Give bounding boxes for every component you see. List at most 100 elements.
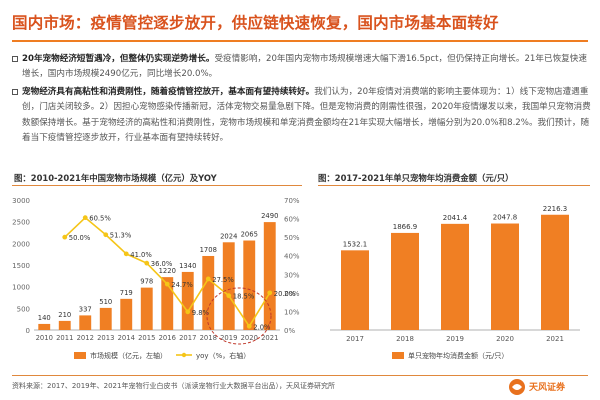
- per-pet-spend-chart-title: 图：2017-2021年单只宠物年均消费金额（元/只）: [318, 173, 514, 183]
- logo-text: 天风证券: [529, 383, 566, 393]
- x-tick-label: 2012: [77, 334, 94, 342]
- bar: [120, 298, 133, 330]
- yoy-value-label: 9.8%: [192, 309, 210, 317]
- bar-value-label: 1708: [200, 246, 217, 254]
- x-tick-label: 2018: [396, 335, 414, 343]
- yoy-value-label: 60.5%: [89, 215, 111, 223]
- x-tick-label: 2020: [496, 335, 514, 343]
- source-note: 资料来源：2017、2019年、2021年宠物行业白皮书（派读宠物行业大数据平台…: [12, 382, 335, 390]
- market-size-chart-title: 图：2010-2021年中国宠物市场规模（亿元）及YOY: [14, 173, 217, 183]
- bar-value-label: 140: [38, 314, 51, 322]
- x-tick-label: 2018: [200, 334, 217, 342]
- bullet-item: 20年宠物经济短暂遇冷，但整体仍实现逆势增长。受疫情影响，20年国内宠物市场规模…: [12, 52, 592, 83]
- bullet-item: 宠物经济具有高粘性和消费刚性，随着疫情管控放开，基本面有望持续转好。我们认为，2…: [12, 85, 592, 147]
- bar-value-label: 719: [120, 289, 133, 297]
- logo-mark-icon: [509, 379, 525, 395]
- y-right-tick-label: 0%: [284, 327, 295, 335]
- x-tick-label: 2010: [36, 334, 53, 342]
- summary-bullets: 20年宠物经济短暂遇冷，但整体仍实现逆势增长。受疫情影响，20年国内宠物市场规模…: [12, 52, 592, 148]
- legend-line-label: yoy（%，右轴）: [196, 351, 250, 360]
- page-title: 国内市场：疫情管控逐步放开，供应链快速恢复，国内市场基本面转好: [12, 14, 499, 32]
- x-tick-label: 2021: [546, 335, 564, 343]
- header-divider: [12, 40, 588, 42]
- yoy-value-label: 41.0%: [130, 251, 152, 259]
- bar: [491, 223, 519, 330]
- yoy-value-label: 2.0%: [253, 323, 271, 331]
- legend-bar-swatch: [392, 352, 404, 359]
- market-size-chart-title-rule: [12, 185, 302, 186]
- checkbox-bullet-icon: [12, 56, 18, 62]
- page-header: 国内市场：疫情管控逐步放开，供应链快速恢复，国内市场基本面转好: [0, 0, 600, 46]
- bar: [541, 214, 569, 330]
- legend-bar-label: 市场规模（亿元，左轴）: [90, 351, 167, 360]
- bar: [99, 307, 112, 330]
- yoy-point: [226, 293, 232, 299]
- bar: [181, 271, 194, 330]
- x-tick-label: 2017: [346, 335, 364, 343]
- yoy-point: [164, 281, 170, 287]
- y-right-tick-label: 40%: [284, 253, 300, 261]
- per-pet-spend-chart-title-rule: [318, 185, 590, 186]
- yoy-value-label: 20.0%: [274, 290, 296, 298]
- bar-value-label: 210: [58, 311, 71, 319]
- company-logo: 天风证券: [508, 377, 590, 397]
- legend-line-marker: [181, 352, 187, 358]
- bar-value-label: 1340: [179, 262, 196, 270]
- yoy-point: [62, 234, 68, 240]
- bar-value-label: 2216.3: [543, 205, 568, 213]
- yoy-point: [82, 215, 88, 221]
- bar: [263, 222, 276, 330]
- bullet-body: 受疫情影响，20年国内宠物市场规模增速大幅下滑16.5pct，但仍保持正向增长。…: [22, 54, 587, 80]
- yoy-point: [103, 232, 109, 238]
- per-pet-spend-chart: 1532.1 2017 1866.9 2018 2041.4 2019 2047.8 2020…: [330, 205, 580, 360]
- y-left-tick-label: 2000: [12, 240, 30, 248]
- yoy-value-label: 24.7%: [171, 281, 193, 289]
- x-tick-label: 2019: [220, 334, 237, 342]
- bar: [243, 240, 256, 330]
- y-left-tick-label: 3000: [12, 197, 30, 205]
- yoy-value-label: 36.0%: [151, 260, 173, 268]
- bar: [58, 320, 71, 330]
- yoy-point: [123, 251, 129, 257]
- y-right-tick-label: 20%: [284, 290, 300, 298]
- yoy-point: [246, 323, 252, 329]
- y-left-tick-label: 1500: [12, 262, 30, 270]
- x-tick-label: 2013: [97, 334, 114, 342]
- bar: [79, 315, 92, 330]
- yoy-value-label: 27.5%: [212, 276, 234, 284]
- bar-value-label: 2041.4: [443, 214, 468, 222]
- yoy-value-label: 18.5%: [233, 293, 255, 301]
- bar-value-label: 2047.8: [493, 214, 518, 222]
- bar-value-label: 1220: [159, 267, 176, 275]
- x-tick-label: 2016: [159, 334, 176, 342]
- checkbox-bullet-icon: [12, 88, 18, 95]
- x-tick-label: 2015: [138, 334, 155, 342]
- footer-divider: [12, 375, 588, 376]
- y-right-tick-label: 10%: [284, 308, 300, 316]
- x-tick-label: 2020: [241, 334, 258, 342]
- legend-bar-label: 单只宠物年均消费金额（元/只）: [408, 351, 508, 360]
- bar-value-label: 978: [140, 278, 153, 286]
- bar: [441, 223, 469, 330]
- x-tick-label: 2019: [446, 335, 464, 343]
- bullet-heading: 宠物经济具有高粘性和消费刚性，随着疫情管控放开，基本面有望持续转好。: [22, 86, 315, 97]
- yoy-point: [267, 290, 273, 296]
- bullet-body: 我们认为，20年疫情对消费端的影响主要体现为：1）线下宠物店遭遇重创，门店关闭较…: [22, 86, 591, 144]
- y-left-tick-label: 500: [17, 305, 30, 313]
- yoy-point: [144, 260, 150, 266]
- legend-bar-swatch: [74, 352, 86, 359]
- x-tick-label: 2021: [261, 334, 278, 342]
- highlight-circle: [206, 287, 272, 345]
- bar: [38, 323, 51, 330]
- bar-value-label: 510: [99, 298, 112, 306]
- yoy-point: [205, 276, 211, 282]
- bar: [161, 277, 174, 330]
- bullet-heading: 20年宠物经济短暂遇冷，但整体仍实现逆势增长。: [22, 54, 215, 64]
- y-left-tick-label: 2500: [12, 219, 30, 227]
- y-left-tick-label: 0: [26, 327, 30, 335]
- bar-value-label: 2024: [220, 232, 237, 240]
- bar-value-label: 2490: [261, 212, 278, 220]
- x-tick-label: 2014: [118, 334, 135, 342]
- bar-value-label: 1866.9: [393, 223, 418, 231]
- y-left-tick-label: 1000: [12, 284, 30, 292]
